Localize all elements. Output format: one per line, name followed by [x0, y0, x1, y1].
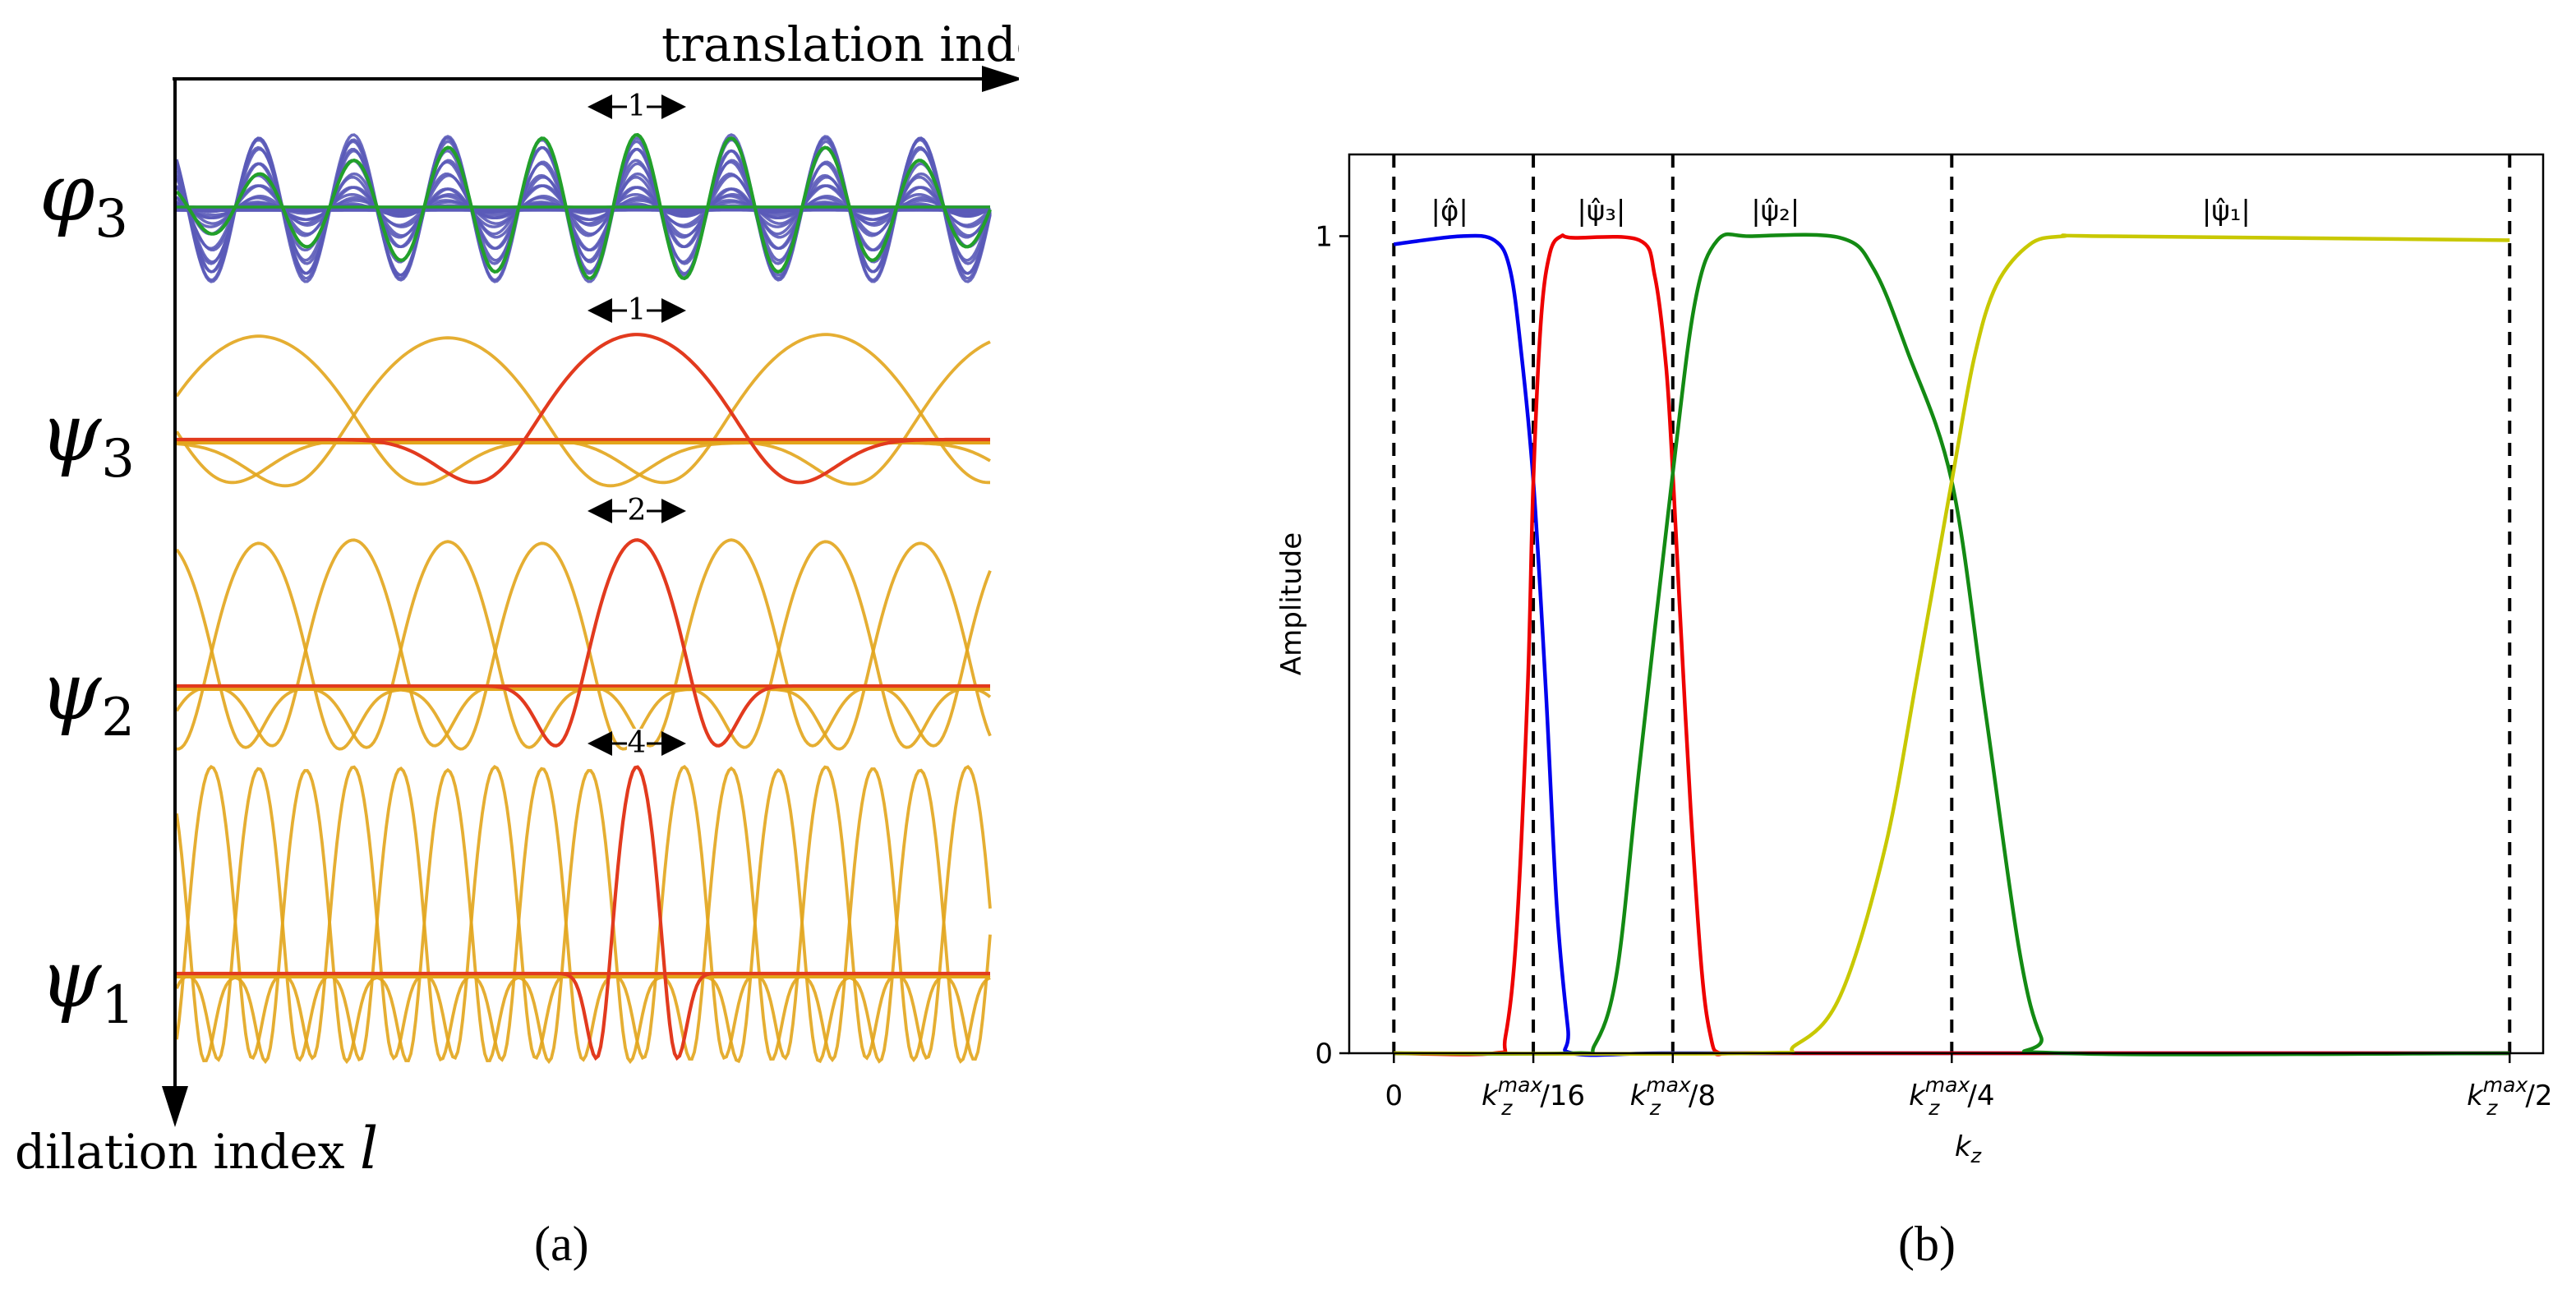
highlighted-curve [177, 765, 990, 1061]
highlighted-curve [175, 132, 992, 281]
family-curve [176, 541, 990, 751]
spacing-labels: 1 1 2 4 [588, 90, 686, 760]
x-tick-label: kmax z/4 [1909, 1073, 1994, 1120]
y-tick-label: 0 [1315, 1038, 1333, 1070]
caption-a: (a) [534, 1217, 589, 1271]
family-curve [176, 136, 992, 283]
row-label: ψ3 [39, 387, 135, 490]
family-curve [177, 934, 992, 1061]
x-tick-label: 0 [1385, 1080, 1403, 1112]
frequency-boundaries [1392, 154, 2512, 1053]
caption-b: (b) [1898, 1217, 1956, 1271]
family-curve [177, 540, 990, 749]
series-labels: |φ̂| |ψ̂₃| |ψ̂₂| |ψ̂₁| [1431, 195, 2251, 228]
row-label: ψ2 [39, 646, 135, 748]
series-label: |ψ̂₁| [2202, 195, 2251, 228]
spacing-label-bg [627, 296, 647, 320]
translation-axis-arrow-icon [982, 66, 1019, 92]
family-curve [177, 340, 991, 486]
family-curve [175, 548, 990, 749]
highlighted-curve [177, 333, 990, 485]
family-curve [177, 333, 990, 485]
plot-frame [1348, 153, 2545, 1055]
spacing-label-bg [627, 729, 647, 753]
spacing-label-bg [627, 92, 647, 117]
panel-a-wavelet-lattice: translation index p dilation index l φ3 ψ… [15, 7, 1019, 1182]
wave-curves [175, 132, 992, 1065]
family-curve [177, 207, 991, 214]
spacing-label-bg [627, 496, 647, 521]
spacing-label: 2 [628, 494, 647, 527]
series-label: |ψ̂₃| [1577, 195, 1625, 228]
family-curve [177, 538, 990, 748]
row-label: φ3 [39, 147, 128, 250]
row-labels: φ3 ψ3 ψ2 ψ1 [39, 147, 135, 1036]
family-curve [177, 570, 992, 748]
spacing-label: 1 [628, 293, 647, 327]
x-tick-label: kmax z/16 [1482, 1073, 1585, 1120]
row-label: ψ1 [39, 933, 135, 1036]
dilation-axis-arrow-icon [162, 1086, 188, 1127]
family-curve [177, 541, 990, 751]
x-tick-label: kmax z/8 [1630, 1073, 1716, 1120]
series-line [1394, 232, 2510, 1057]
family-curve [177, 540, 990, 749]
spacing-label: 4 [628, 726, 647, 760]
series-label: |ψ̂₂| [1751, 195, 1800, 228]
translation-axis-label: translation index p [661, 7, 1019, 75]
x-tick-label: kmax z/2 [2467, 1073, 2552, 1120]
y-axis-label: Amplitude [1275, 532, 1308, 675]
y-tick-label: 1 [1315, 220, 1333, 253]
family-curve [177, 538, 990, 748]
series-line [1394, 233, 2510, 1057]
x-axis-label: kz [1955, 1130, 1983, 1167]
y-ticks: 01 [1315, 220, 1349, 1070]
family-curve [177, 541, 992, 751]
highlighted-curve [177, 538, 990, 748]
spacing-label: 1 [628, 90, 647, 123]
panel-b-amplitude-chart: |φ̂| |ψ̂₃| |ψ̂₂| |ψ̂₁| 01 0 kmax z/16 kmax z/8 k… [1275, 153, 2552, 1167]
x-ticks: 0 kmax z/16 kmax z/8 kmax z/4 kmax z/2 [1385, 1053, 2552, 1120]
family-curve [177, 768, 991, 1064]
dilation-axis-label: dilation index l [15, 1115, 378, 1182]
series-label: |φ̂| [1431, 195, 1468, 228]
